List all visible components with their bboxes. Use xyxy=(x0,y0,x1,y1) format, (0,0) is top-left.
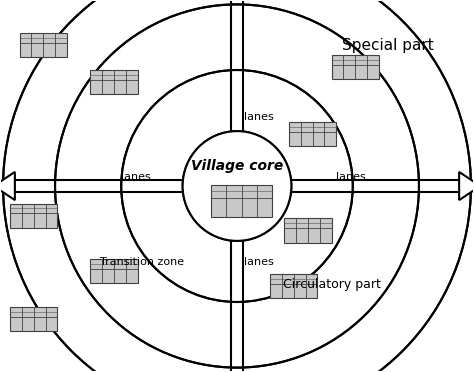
Text: lanes: lanes xyxy=(244,112,274,122)
FancyBboxPatch shape xyxy=(10,203,57,228)
FancyBboxPatch shape xyxy=(289,122,336,146)
Polygon shape xyxy=(0,172,15,200)
FancyBboxPatch shape xyxy=(10,307,57,331)
FancyBboxPatch shape xyxy=(270,274,318,298)
Ellipse shape xyxy=(182,131,292,241)
FancyBboxPatch shape xyxy=(331,55,379,80)
Text: Special part: Special part xyxy=(342,38,434,53)
FancyBboxPatch shape xyxy=(91,70,138,94)
Text: lanes: lanes xyxy=(244,257,274,267)
Text: lanes: lanes xyxy=(336,171,365,182)
FancyBboxPatch shape xyxy=(19,33,67,57)
FancyBboxPatch shape xyxy=(211,185,273,217)
Text: Circulatory part: Circulatory part xyxy=(283,278,381,291)
FancyBboxPatch shape xyxy=(91,259,138,283)
Text: Village core: Village core xyxy=(191,158,283,173)
Text: lanes: lanes xyxy=(120,171,150,182)
Polygon shape xyxy=(459,172,474,200)
Text: Transition zone: Transition zone xyxy=(100,257,184,267)
FancyBboxPatch shape xyxy=(284,218,331,243)
